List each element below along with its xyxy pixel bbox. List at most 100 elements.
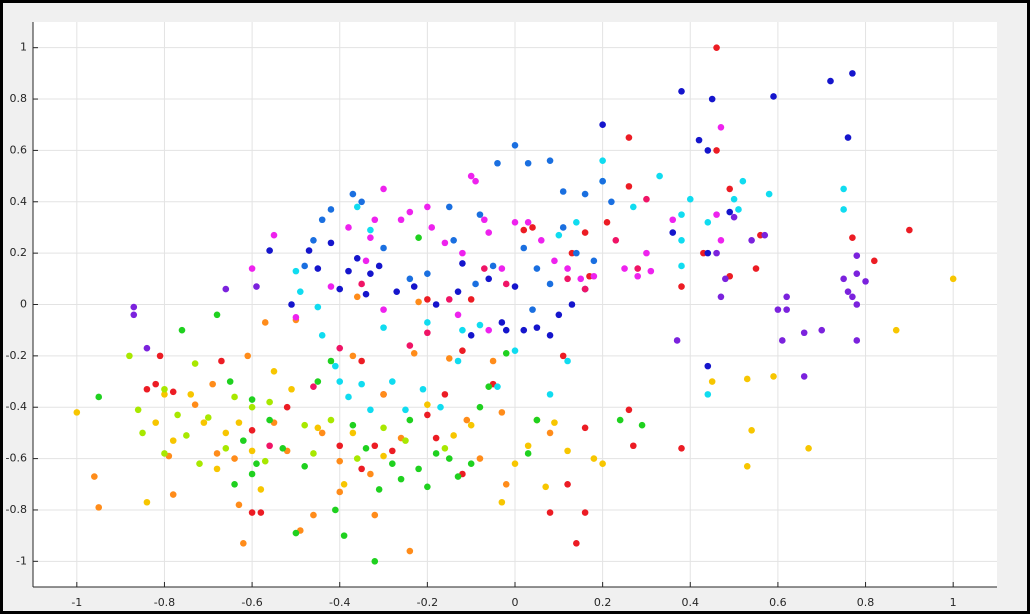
- point: [520, 244, 528, 252]
- point: [261, 457, 269, 465]
- point: [161, 391, 168, 398]
- point: [581, 424, 589, 432]
- point: [555, 311, 563, 319]
- point: [778, 337, 786, 344]
- point: [770, 93, 777, 100]
- point: [459, 249, 466, 257]
- point: [336, 378, 344, 385]
- point: [213, 450, 221, 457]
- point: [520, 326, 528, 334]
- point: [573, 219, 580, 226]
- point: [608, 198, 615, 206]
- point: [678, 262, 685, 270]
- point: [498, 498, 506, 506]
- point: [283, 403, 291, 411]
- point: [428, 224, 436, 231]
- point: [314, 265, 322, 272]
- point: [625, 134, 633, 141]
- point: [169, 491, 177, 498]
- point: [498, 265, 506, 272]
- point: [130, 311, 138, 319]
- point: [257, 486, 265, 493]
- point: [362, 257, 370, 265]
- point: [240, 437, 247, 444]
- point: [327, 206, 335, 213]
- point: [270, 367, 278, 375]
- point: [529, 224, 536, 231]
- point: [704, 147, 712, 154]
- point: [735, 206, 742, 213]
- point: [542, 483, 549, 491]
- point: [380, 452, 387, 460]
- point: [581, 509, 589, 516]
- point: [231, 480, 238, 488]
- point: [169, 437, 177, 444]
- point: [174, 411, 181, 419]
- point: [415, 234, 422, 242]
- point: [424, 411, 431, 419]
- point: [410, 283, 418, 290]
- point: [95, 504, 103, 511]
- point: [349, 429, 357, 437]
- point: [397, 475, 405, 483]
- point: [818, 326, 826, 334]
- point: [678, 88, 685, 95]
- point: [371, 558, 379, 565]
- point: [301, 421, 308, 429]
- point: [467, 460, 475, 468]
- point: [481, 216, 488, 224]
- point: [318, 216, 326, 224]
- point: [533, 324, 541, 331]
- point: [402, 437, 409, 444]
- point: [713, 249, 720, 257]
- point: [196, 460, 203, 468]
- x-tick-label: -0.8: [154, 596, 175, 609]
- point: [419, 385, 427, 393]
- point: [726, 208, 734, 216]
- point: [73, 409, 81, 416]
- point: [292, 267, 300, 275]
- point: [599, 460, 606, 468]
- point: [713, 147, 720, 154]
- point: [805, 445, 812, 452]
- point: [270, 231, 278, 239]
- point: [546, 429, 554, 437]
- point: [450, 432, 457, 439]
- point: [266, 416, 273, 424]
- point: [625, 406, 633, 414]
- point: [253, 460, 260, 468]
- point: [616, 416, 624, 424]
- point: [143, 344, 151, 352]
- y-tick-label: 0: [20, 298, 27, 311]
- point: [748, 236, 755, 244]
- point: [590, 272, 598, 280]
- point: [454, 311, 462, 319]
- point: [853, 270, 861, 277]
- point: [200, 419, 208, 426]
- x-tick-label: 0.2: [594, 596, 612, 609]
- point: [511, 347, 519, 355]
- point: [599, 157, 606, 164]
- point: [524, 450, 532, 457]
- point: [266, 398, 273, 406]
- point: [349, 190, 357, 198]
- y-tick-label: -1: [16, 554, 27, 567]
- point: [704, 249, 712, 257]
- point: [634, 272, 641, 280]
- point: [336, 457, 344, 465]
- point: [472, 177, 479, 185]
- x-tick-label: 1: [950, 596, 957, 609]
- point: [581, 190, 589, 198]
- point: [445, 455, 453, 462]
- point: [424, 270, 431, 277]
- point: [630, 203, 637, 211]
- point: [783, 293, 790, 301]
- point: [209, 380, 216, 388]
- point: [389, 447, 396, 455]
- point: [638, 421, 646, 429]
- point: [345, 393, 352, 401]
- point: [625, 183, 633, 190]
- point: [849, 70, 856, 77]
- y-tick-label: -0.6: [6, 452, 27, 465]
- point: [533, 416, 541, 424]
